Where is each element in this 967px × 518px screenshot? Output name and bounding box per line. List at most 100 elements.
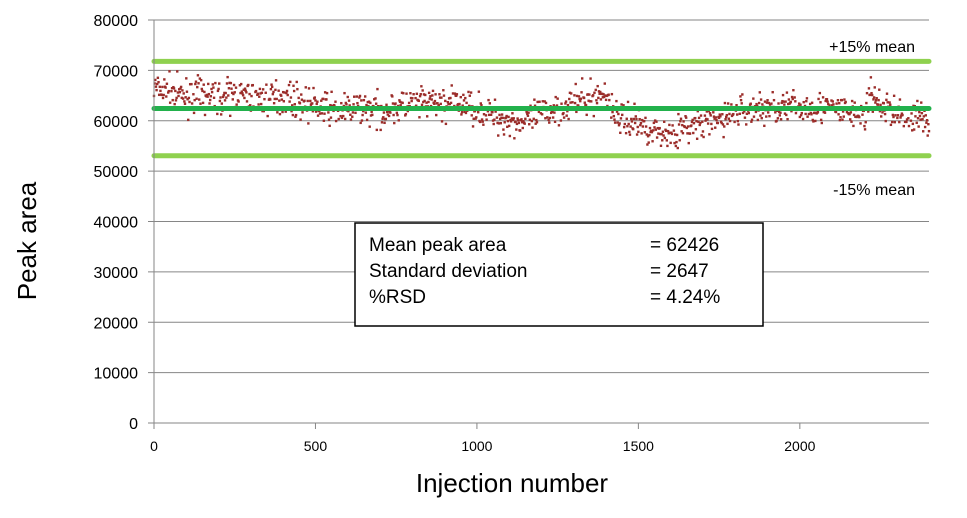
data-point: [725, 115, 728, 119]
data-point: [260, 102, 263, 106]
data-point: [684, 116, 688, 119]
data-point: [601, 96, 605, 99]
data-point: [358, 94, 362, 98]
data-point: [741, 93, 744, 96]
data-point: [165, 95, 168, 98]
data-point: [880, 115, 883, 118]
data-point: [345, 103, 348, 106]
data-point: [858, 115, 861, 119]
data-point: [536, 100, 539, 104]
data-point: [158, 85, 162, 89]
data-point: [763, 100, 767, 103]
data-point: [214, 81, 217, 85]
data-point: [675, 140, 678, 144]
data-point: [515, 128, 518, 131]
data-point: [896, 116, 899, 120]
data-point: [838, 118, 842, 122]
data-point: [552, 104, 555, 107]
data-point: [725, 113, 729, 117]
data-point: [342, 104, 346, 108]
data-point: [281, 90, 285, 94]
data-point: [517, 119, 520, 122]
data-point: [316, 114, 320, 117]
data-point: [207, 82, 210, 86]
data-point: [591, 94, 595, 97]
data-point: [502, 133, 506, 136]
data-point: [434, 93, 437, 96]
data-point: [704, 119, 707, 122]
data-point: [898, 98, 902, 101]
data-point: [578, 97, 581, 101]
data-point: [442, 89, 445, 92]
data-point: [179, 85, 183, 89]
data-point: [724, 117, 727, 121]
data-point: [779, 118, 783, 121]
data-point: [657, 132, 660, 135]
data-point: [588, 93, 591, 96]
data-point: [307, 87, 311, 90]
data-point: [583, 101, 586, 104]
data-point: [710, 127, 714, 131]
data-point: [430, 98, 433, 101]
data-point: [233, 91, 236, 94]
data-point: [455, 93, 459, 96]
data-point: [370, 110, 373, 113]
data-point: [239, 82, 243, 86]
data-point: [325, 98, 328, 101]
data-point: [587, 99, 590, 102]
data-point: [225, 82, 229, 85]
data-point: [250, 94, 253, 98]
data-point: [733, 120, 736, 124]
data-point: [639, 121, 643, 125]
data-point: [874, 101, 877, 104]
data-point: [177, 94, 180, 98]
data-point: [161, 96, 165, 100]
data-point: [808, 102, 812, 106]
data-point: [621, 113, 624, 117]
data-point: [364, 111, 368, 114]
data-point: [307, 122, 310, 125]
data-point: [841, 118, 844, 121]
data-point: [194, 80, 198, 83]
data-point: [258, 95, 261, 98]
data-point: [801, 117, 805, 121]
data-point: [396, 104, 400, 108]
data-point: [491, 110, 494, 114]
data-point: [290, 109, 293, 113]
data-point: [918, 110, 921, 114]
data-point: [816, 110, 820, 114]
data-point: [281, 110, 284, 114]
data-point: [571, 101, 574, 104]
data-point: [243, 96, 246, 100]
data-point: [839, 116, 842, 119]
data-point: [579, 97, 583, 100]
data-point: [805, 97, 809, 100]
data-point: [494, 110, 497, 113]
data-point: [218, 82, 221, 85]
data-point: [183, 102, 187, 105]
data-point: [827, 102, 830, 106]
data-point: [153, 82, 156, 85]
data-point: [423, 99, 426, 103]
data-point: [499, 122, 503, 125]
data-point: [730, 103, 733, 106]
data-point: [196, 74, 200, 77]
data-point: [212, 96, 216, 100]
data-point: [654, 128, 658, 131]
data-point: [889, 103, 892, 106]
data-point: [635, 133, 639, 136]
data-point: [704, 117, 708, 121]
data-point: [374, 97, 377, 100]
data-point: [911, 122, 915, 126]
data-point: [219, 96, 222, 99]
data-point: [456, 103, 460, 106]
data-point: [809, 111, 813, 115]
data-point: [694, 116, 697, 120]
data-point: [306, 99, 309, 103]
data-point: [532, 117, 535, 121]
data-point: [922, 115, 926, 118]
data-point: [619, 131, 622, 135]
data-point: [260, 91, 264, 95]
data-point: [562, 116, 566, 119]
data-point: [672, 129, 676, 132]
